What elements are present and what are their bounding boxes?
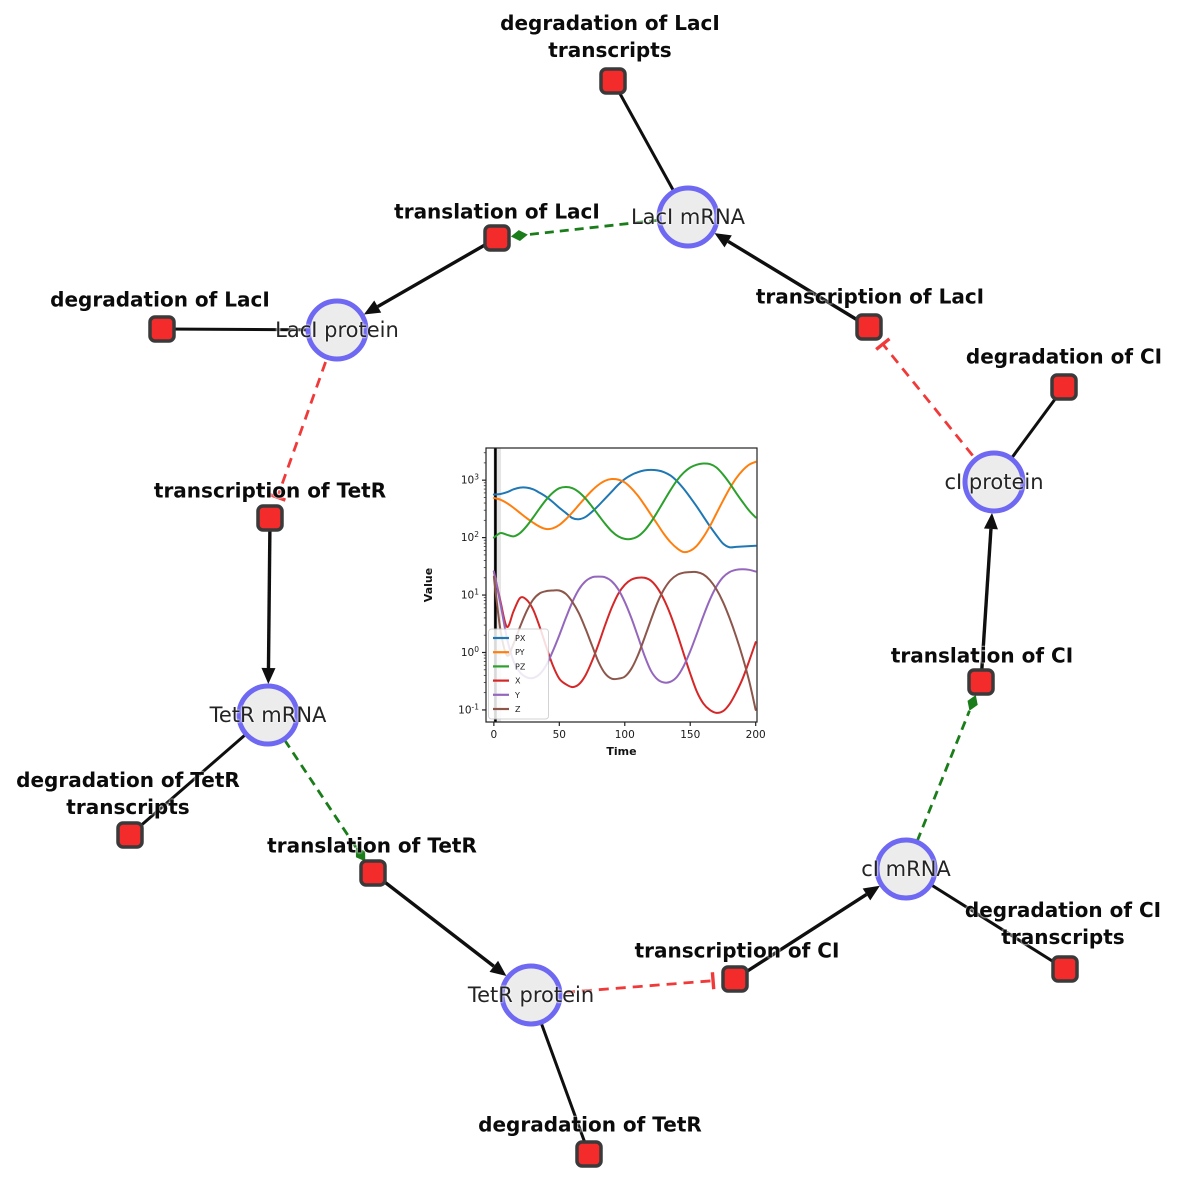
legend-label-Z: Z <box>515 705 521 714</box>
species-node-laci-protein[interactable] <box>305 298 369 362</box>
edge-laci-mrna-translation-of-laci <box>527 215 689 237</box>
x-tick-label: 0 <box>491 729 498 741</box>
legend-label-Y: Y <box>514 691 520 700</box>
edge-ci-protein-transcription-of-laci <box>881 343 996 483</box>
edge-translation-of-tetr-tetr-protein <box>371 871 495 968</box>
edge-transcription-of-ci-ci-mrna <box>734 892 868 981</box>
edge-tetr-protein-transcription-of-ci <box>530 979 714 997</box>
x-tick-label: 150 <box>680 729 700 741</box>
species-node-tetr-mrna[interactable] <box>236 683 300 747</box>
series-PZ <box>492 462 757 541</box>
series-Z <box>492 570 757 711</box>
y-tick-label: 103 <box>461 473 479 487</box>
plot-frame <box>485 447 758 723</box>
x-tick-label: 50 <box>553 729 566 741</box>
legend-label-PZ: PZ <box>515 662 526 671</box>
y-tick-label: 100 <box>461 645 479 659</box>
process-node-degradation-of-tetr-transcripts[interactable] <box>116 821 144 849</box>
edge-ci-protein-transcription-of-laci-tee <box>875 337 891 351</box>
species-node-tetr-protein[interactable] <box>499 963 563 1027</box>
edge-ci-mrna-translation-of-ci <box>904 710 971 870</box>
process-node-degradation-of-tetr[interactable] <box>575 1140 603 1168</box>
edge-translation-of-laci-laci-protein-arrowhead <box>363 300 382 315</box>
species-node-ci-protein[interactable] <box>962 450 1026 514</box>
edge-laci-mrna-translation-of-laci-diamond <box>510 230 528 242</box>
edge-ci-mrna-translation-of-ci-diamond <box>967 694 978 711</box>
process-node-degradation-of-ci[interactable] <box>1050 373 1078 401</box>
edge-transcription-of-tetr-tetr-mrna-arrowhead <box>261 667 276 685</box>
edge-transcription-of-tetr-tetr-mrna <box>266 517 272 669</box>
y-tick-label: 102 <box>461 530 479 544</box>
process-node-degradation-of-ci-transcripts[interactable] <box>1051 955 1079 983</box>
legend-label-X: X <box>515 677 521 686</box>
edge-laci-protein-transcription-of-tetr <box>276 329 339 498</box>
edge-tetr-mrna-translation-of-tetr-diamond <box>355 847 366 862</box>
inset-chart: 0 50 100 150 20010-1100101102103TimeValuePXP… <box>422 447 766 758</box>
edge-laci-protein-transcription-of-tetr-tee <box>268 492 286 502</box>
edge-translation-of-tetr-tetr-protein-arrowhead <box>489 960 507 977</box>
x-tick-label: 100 <box>615 729 635 741</box>
legend-label-PX: PX <box>515 634 526 643</box>
process-node-translation-of-ci[interactable] <box>967 668 995 696</box>
edge-tetr-mrna-translation-of-tetr <box>266 714 358 848</box>
process-node-transcription-of-tetr[interactable] <box>256 504 284 532</box>
edge-transcription-of-laci-laci-mrna-arrowhead <box>714 233 732 248</box>
y-axis-title: Value <box>422 568 435 602</box>
process-node-translation-of-tetr[interactable] <box>359 859 387 887</box>
edge-translation-of-laci-laci-protein <box>376 236 498 309</box>
species-node-ci-mrna[interactable] <box>874 837 938 901</box>
edge-transcription-of-ci-ci-mrna-arrowhead <box>862 885 880 901</box>
series-X <box>492 570 757 714</box>
process-node-transcription-of-ci[interactable] <box>721 965 749 993</box>
edge-transcription-of-laci-laci-mrna <box>727 239 870 329</box>
x-axis-title: Time <box>606 745 636 758</box>
edge-tetr-protein-transcription-of-ci-tee <box>710 972 716 990</box>
chart-legend: PX PY PZ XYZ <box>488 628 549 720</box>
process-node-degradation-of-laci-transcripts[interactable] <box>599 67 627 95</box>
edge-translation-of-ci-ci-protein-arrowhead <box>983 512 998 530</box>
x-tick-label: 200 <box>746 729 766 741</box>
series-PX <box>492 468 757 549</box>
series-PY <box>492 460 757 554</box>
y-tick-label: 10-1 <box>458 702 479 716</box>
y-tick-label: 101 <box>461 588 479 602</box>
species-node-laci-mrna[interactable] <box>656 185 720 249</box>
process-node-transcription-of-laci[interactable] <box>855 313 883 341</box>
process-node-translation-of-laci[interactable] <box>483 224 511 252</box>
legend-label-PY: PY <box>515 648 525 657</box>
edge-translation-of-ci-ci-protein <box>979 528 993 683</box>
process-node-degradation-of-laci[interactable] <box>148 315 176 343</box>
